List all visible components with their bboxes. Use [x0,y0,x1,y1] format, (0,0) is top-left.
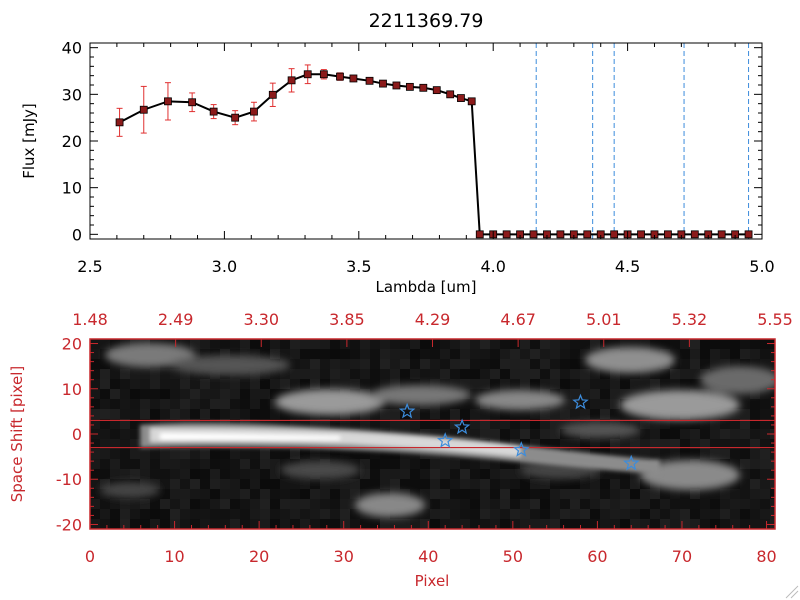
data-point-12 [349,74,358,83]
data-point-9 [303,70,312,79]
data-point-16 [405,82,414,91]
data-point-22 [475,230,484,239]
y-axis-label: Flux [mJy] [20,103,38,179]
image-x-tick-label: 60 [587,547,607,566]
x-tick-label: 3.5 [346,257,371,276]
image-x-tick-label: 10 [164,547,184,566]
image-top-tick-label: 2.49 [158,310,194,329]
spectrum-panel: 2211369.79 2.5 3.0 3.5 4.0 4.5 5.0 0 10 20 30 40 L… [20,10,775,296]
x-tick-label: 2.5 [77,257,102,276]
resize-grip-icon[interactable] [785,585,799,599]
data-point-19 [446,90,455,99]
image-x-tick-label: 70 [672,547,692,566]
image-top-tick-label: 5.32 [672,310,708,329]
x-tick-label: 4.5 [615,257,640,276]
data-point-5 [231,113,240,122]
data-point-10 [319,70,328,79]
data-point-24 [502,230,511,239]
y-tick-label: 40 [62,39,82,58]
data-point-1 [139,105,148,114]
star-marker-1 [436,432,454,448]
image-top-tick-label: 5.55 [757,310,793,329]
data-point-20 [457,94,465,102]
image-y-axis-label: Space Shift [pixel] [8,366,26,503]
image-ticks: 0 10 20 30 40 50 60 70 80 1.48 2.49 3.30 3.85 4.29 4.6… [56,310,793,566]
star-marker-0 [398,402,416,419]
data-point-13 [365,76,374,85]
data-point-38 [690,230,699,239]
image-x-tick-label: 0 [85,547,95,566]
spectrum-axes-frame [89,42,763,240]
star-marker-2 [453,418,471,435]
image-top-tick-label: 3.85 [329,310,365,329]
data-point-15 [392,81,401,90]
series-line [119,73,749,236]
data-point-21 [467,97,476,106]
data-point-26 [529,230,538,239]
x-axis-label: Lambda [um] [376,278,477,296]
data-point-8 [287,76,296,85]
data-point-32 [610,230,619,239]
y-tick-label: 20 [62,132,82,151]
y-tick-label: 0 [72,225,82,244]
chart-title: 2211369.79 [369,10,484,32]
data-point-34 [637,230,645,239]
star-marker-3 [513,441,530,457]
data-point-11 [336,72,344,81]
image-x-tick-label: 40 [418,547,438,566]
data-point-42 [744,230,753,239]
image-x-axis-label: Pixel [415,572,450,590]
data-point-3 [188,98,197,107]
data-point-2 [164,97,172,106]
image-top-tick-label: 4.67 [500,310,536,329]
y-tick-label: 10 [62,179,82,198]
image-y-tick-label: -10 [56,470,82,489]
data-point-18 [432,86,441,95]
image-y-tick-label: 20 [62,335,82,354]
star-marker-4 [572,393,589,410]
spectrum-ticks: 2.5 3.0 3.5 4.0 4.5 5.0 0 10 20 30 40 [62,39,775,276]
data-point-28 [556,230,565,239]
image-x-tick-label: 20 [249,547,269,566]
x-tick-label: 4.0 [480,257,505,276]
image-y-tick-label: -20 [56,515,82,534]
data-point-40 [717,230,726,239]
data-point-7 [268,90,277,99]
image-top-tick-label: 5.01 [586,310,622,329]
image-x-tick-label: 30 [334,547,354,566]
image-y-tick-label: 10 [62,380,82,399]
data-point-14 [379,79,387,88]
data-point-36 [664,230,672,239]
image-top-tick-label: 3.30 [243,310,279,329]
data-point-30 [583,230,592,239]
image-top-tick-label: 4.29 [415,310,451,329]
star-marker-5 [622,454,640,471]
image-top-tick-label: 1.48 [72,310,108,329]
spectrum-plot-area [115,43,753,239]
y-tick-label: 30 [62,85,82,104]
x-tick-label: 5.0 [749,257,774,276]
image-panel: 0 10 20 30 40 50 60 70 80 1.48 2.49 3.30 3.85 4.29 4.6… [8,310,793,590]
data-point-17 [419,83,428,92]
data-point-0 [115,118,124,127]
image-x-tick-label: 80 [756,547,776,566]
heatmap-image [90,339,775,529]
image-y-tick-label: 0 [72,425,82,444]
x-tick-label: 3.0 [212,257,237,276]
data-point-4 [209,107,218,116]
image-x-tick-label: 50 [503,547,523,566]
data-point-6 [250,107,258,116]
